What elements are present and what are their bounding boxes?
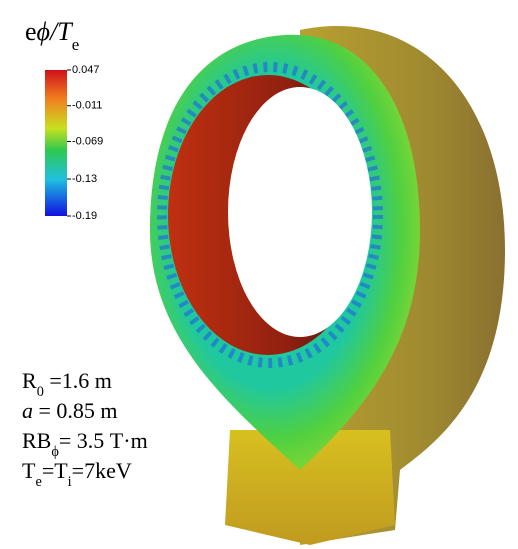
parameter-line: a = 0.85 m xyxy=(22,398,118,423)
parameter-line: Te=Ti=7keV xyxy=(22,458,132,490)
title: eϕ/Te xyxy=(25,17,79,54)
text-segment: 0 xyxy=(37,384,44,400)
text-segment: =7keV xyxy=(72,458,132,483)
hole xyxy=(228,87,372,337)
colorbar-tick-label: -0.13 xyxy=(72,173,97,185)
text-segment: e xyxy=(25,17,37,46)
text-segment: =1.6 m xyxy=(44,368,112,393)
text-segment: RB xyxy=(22,428,51,453)
colorbar-ticks: 0.047 -0.011 -0.069 -0.13 -0.19 xyxy=(67,64,103,222)
parameter-line: R0 =1.6 m xyxy=(22,368,112,400)
turbulence-band xyxy=(157,62,383,368)
text-segment: ϕ xyxy=(51,444,59,460)
text-segment: e xyxy=(35,474,41,490)
text-segment: e xyxy=(72,35,80,54)
text-segment: = 0.85 m xyxy=(33,398,118,423)
colorbar-tick-label: 0.047 xyxy=(72,64,100,76)
text-segment: T xyxy=(22,458,36,483)
colorbar-tick-label: -0.069 xyxy=(72,135,103,147)
text-segment: ϕ/T xyxy=(37,17,74,46)
text-segment: i xyxy=(68,474,72,490)
text-segment: a xyxy=(22,398,33,423)
foot xyxy=(225,430,395,545)
parameter-line: RBϕ= 3.5 T·m xyxy=(22,428,148,460)
colorbar-tick-label: -0.19 xyxy=(72,210,97,222)
colorbar xyxy=(45,70,67,216)
colorbar-tick-label: -0.011 xyxy=(72,100,102,112)
torus-render xyxy=(150,26,505,546)
text-segment: =T xyxy=(42,458,68,483)
text-segment: R xyxy=(22,368,37,393)
text-segment: = 3.5 T·m xyxy=(59,428,148,453)
